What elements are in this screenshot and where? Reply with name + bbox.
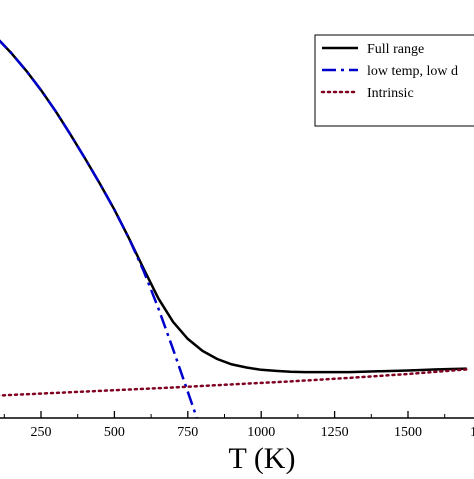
legend-label-2: Intrinsic xyxy=(367,86,414,101)
series-line-2 xyxy=(0,368,468,397)
series-line-0 xyxy=(0,39,467,374)
x-axis-label: T (K) xyxy=(229,442,296,474)
legend: Full range low temp, low d Intrinsic xyxy=(314,34,474,127)
legend-box xyxy=(314,34,474,127)
x-ticks: 250 500 750 1000 1250 1500 1 xyxy=(3,411,474,440)
x-tick-label: 250 xyxy=(31,425,52,440)
x-tick-label: 1000 xyxy=(247,425,275,440)
x-tick-label: 1500 xyxy=(394,425,422,440)
x-tick-label: 1250 xyxy=(321,425,349,440)
x-tick-label: 1 xyxy=(470,425,474,440)
legend-label-1: low temp, low d xyxy=(367,64,458,79)
series-layer xyxy=(0,39,468,418)
legend-label-0: Full range xyxy=(367,42,424,57)
x-tick-label: 750 xyxy=(177,425,198,440)
series-line-1 xyxy=(0,39,199,418)
x-tick-label: 500 xyxy=(104,425,125,440)
